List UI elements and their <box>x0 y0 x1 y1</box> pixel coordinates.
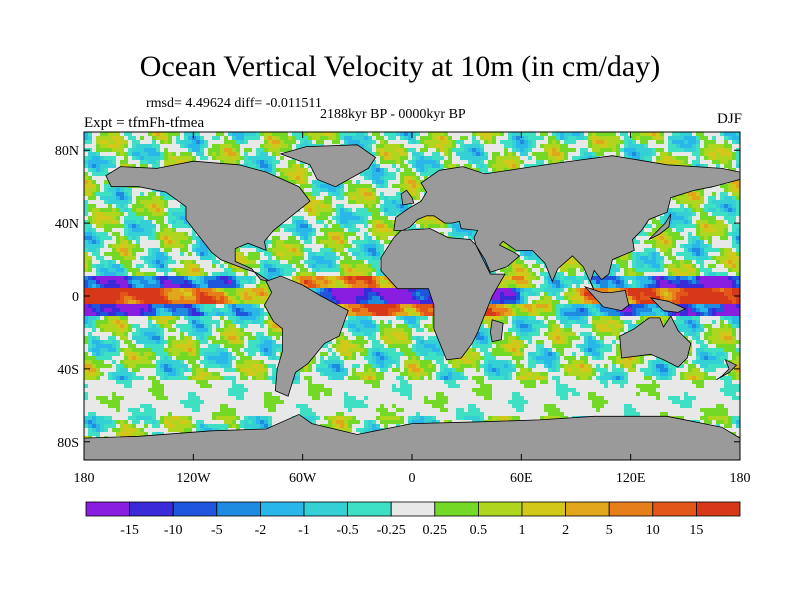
colorbar-label: 1 <box>519 523 526 538</box>
colorbar-label: -15 <box>120 523 139 538</box>
x-tick-label: 0 <box>409 471 416 486</box>
colorbar-swatch <box>477 501 523 517</box>
colorbar-label: 5 <box>606 523 613 538</box>
greenland-land <box>279 144 377 188</box>
colorbar-label: 0.25 <box>423 523 448 538</box>
australia-land <box>619 315 692 368</box>
antarctica-land <box>84 413 740 460</box>
colorbar-label: -0.25 <box>377 523 406 538</box>
new-guinea-land <box>649 297 687 313</box>
colorbar-swatch <box>696 501 741 517</box>
colorbar-label: 10 <box>646 523 660 538</box>
colorbar-swatch <box>521 501 566 517</box>
colorbar-label: -10 <box>164 523 183 538</box>
x-axis: 180 120W 60W 0 60E 120E 180 <box>74 132 751 486</box>
experiment-label: Expt = tfmFh-tfmea <box>84 115 205 131</box>
y-tick-label: 40N <box>55 217 79 232</box>
south-america-land <box>263 275 349 397</box>
colorbar-swatch <box>608 501 654 517</box>
y-axis: 80N 40N 0 40S 80S <box>55 144 740 451</box>
stats-label: rmsd= 4.49624 diff= -0.011511 <box>146 96 322 111</box>
colorbar-swatch <box>259 501 305 517</box>
japan-land <box>648 213 672 240</box>
colorbar-label: -5 <box>211 523 223 538</box>
colorbar-swatch <box>565 501 610 517</box>
colorbar-label: 0.5 <box>470 523 488 538</box>
colorbar-label: -2 <box>255 523 267 538</box>
north-america-land <box>105 160 311 282</box>
colorbar: -15 -10 -5 -2 -1 -0.5 -0.25 0.25 0.5 1 2 5 10 15 <box>85 501 741 538</box>
colorbar-swatch <box>85 501 130 517</box>
colorbar-swatch <box>434 501 479 517</box>
colorbar-swatch <box>172 501 218 517</box>
colorbar-swatch <box>216 501 261 517</box>
uk-land <box>400 189 415 206</box>
land-mask <box>84 144 740 460</box>
y-tick-label: 80S <box>57 436 79 451</box>
colorbar-swatch <box>652 501 697 517</box>
y-tick-label: 0 <box>72 290 79 305</box>
madagascar-land <box>489 319 504 343</box>
x-tick-label: 180 <box>74 471 95 486</box>
period-label: 2188kyr BP - 0000kyr BP <box>320 107 466 122</box>
x-tick-label: 120W <box>176 471 211 486</box>
colorbar-swatch <box>129 501 174 517</box>
colorbar-label: 2 <box>562 523 569 538</box>
colorbar-swatch <box>347 501 392 517</box>
colorbar-label: 15 <box>689 523 703 538</box>
colorbar-swatch <box>390 501 436 517</box>
y-tick-label: 40S <box>57 363 79 378</box>
colorbar-swatch <box>303 501 348 517</box>
x-tick-label: 60W <box>289 471 317 486</box>
colorbar-label: -1 <box>298 523 310 538</box>
x-tick-label: 120E <box>616 471 646 486</box>
new-zealand-land <box>716 358 738 381</box>
x-tick-label: 60E <box>510 471 533 486</box>
indonesia-land <box>583 286 630 312</box>
x-tick-label: 180 <box>730 471 751 486</box>
season-label: DJF <box>716 111 742 127</box>
chart-title: Ocean Vertical Velocity at 10m (in cm/da… <box>139 50 661 83</box>
eurasia-land <box>393 155 740 291</box>
y-tick-label: 80N <box>55 144 79 159</box>
colorbar-label: -0.5 <box>337 523 359 538</box>
africa-land <box>380 228 506 361</box>
